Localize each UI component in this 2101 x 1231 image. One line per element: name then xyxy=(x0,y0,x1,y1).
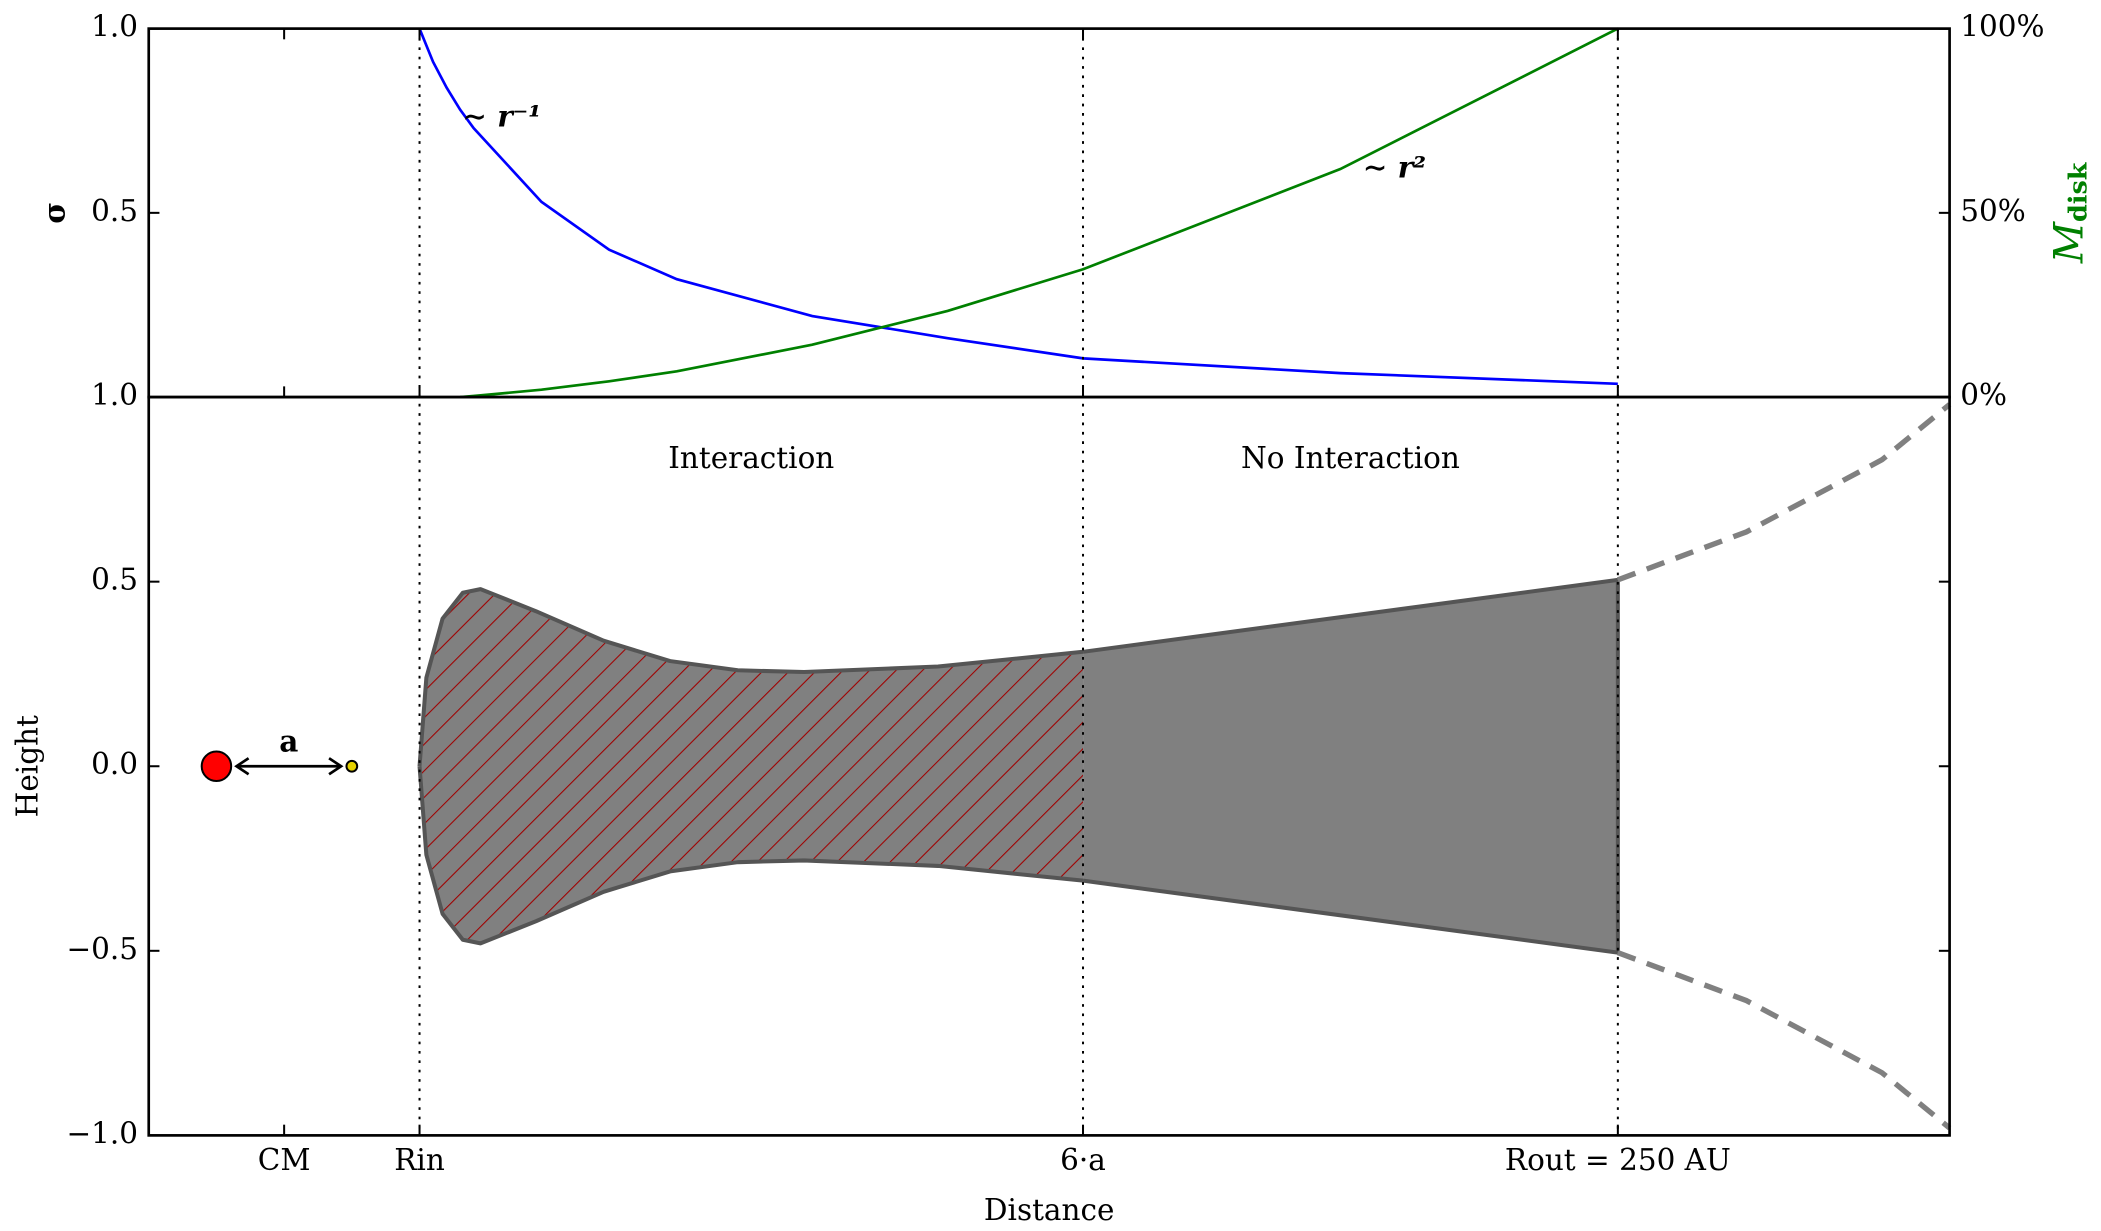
y-tick-label: −1.0 xyxy=(66,1116,138,1150)
y-axis-label: Height xyxy=(10,715,44,817)
disk-extension xyxy=(1618,404,1950,579)
y2-axis-label-sub: disk xyxy=(2064,161,2094,222)
y-tick-label: 0.5 xyxy=(91,194,138,228)
y2-axis-label-main: M xyxy=(2046,221,2092,264)
x-axis-label: Distance xyxy=(984,1193,1115,1227)
y-tick-label: 1.0 xyxy=(91,10,138,44)
y2-tick-label: 0% xyxy=(1960,378,2007,412)
y-axis-label: σ xyxy=(36,202,71,224)
series-line xyxy=(460,29,1618,397)
disk-interaction-hatch xyxy=(420,589,1084,943)
annotation: ∼ r² xyxy=(1363,149,1426,184)
separation-label: a xyxy=(279,723,298,758)
star xyxy=(346,761,357,772)
annotation: ∼ r⁻¹ xyxy=(462,98,541,133)
x-tick-label: Rin xyxy=(394,1143,445,1177)
axes-frame xyxy=(149,29,1950,397)
x-tick-label: 6·a xyxy=(1060,1143,1106,1177)
x-tick-label: CM xyxy=(258,1143,311,1177)
y2-tick-label: 100% xyxy=(1960,10,2044,44)
y2-axis-label: Mdisk xyxy=(2046,161,2094,264)
y-tick-label: −0.5 xyxy=(66,932,138,966)
region-label: Interaction xyxy=(668,441,834,475)
region-label: No Interaction xyxy=(1241,441,1460,475)
figure: a Interaction No Interaction ∼ r⁻¹ ∼ r² CM Rin… xyxy=(0,0,2101,1231)
y-tick-label: 1.0 xyxy=(91,378,138,412)
star xyxy=(202,752,231,781)
x-tick-label: Rout = 250 AU xyxy=(1505,1143,1731,1177)
y2-tick-label: 50% xyxy=(1960,194,2026,228)
y-tick-label: 0.0 xyxy=(91,747,138,781)
disk-outer-fill xyxy=(1083,580,1618,953)
disk-extension xyxy=(1618,953,1950,1128)
page: a Interaction No Interaction ∼ r⁻¹ ∼ r² CM Rin… xyxy=(0,0,2101,1231)
y-tick-label: 0.5 xyxy=(91,563,138,597)
series-line xyxy=(420,29,1618,384)
